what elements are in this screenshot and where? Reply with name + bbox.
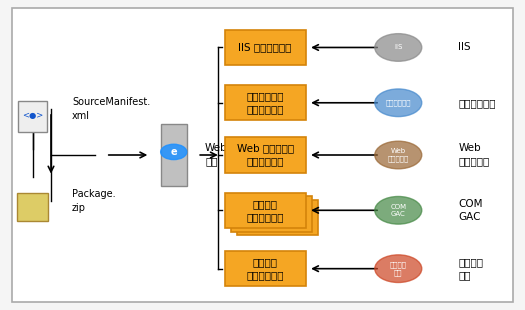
Text: Web コンテンツ
プロバイダー: Web コンテンツ プロバイダー [237,144,293,166]
Text: IIS: IIS [394,44,403,51]
Text: カスタム
資産: カスタム 資産 [458,257,484,280]
Circle shape [375,34,422,61]
Text: IIS プロバイダー: IIS プロバイダー [238,42,292,52]
Text: Web
コンテンツ: Web コンテンツ [387,148,409,162]
Circle shape [375,197,422,224]
Text: COM
GAC: COM GAC [390,204,406,217]
Text: データベース: データベース [458,98,496,108]
FancyBboxPatch shape [225,85,306,121]
FancyBboxPatch shape [231,196,312,232]
Text: SourceManifest.
xml: SourceManifest. xml [72,97,150,121]
Circle shape [375,255,422,282]
FancyBboxPatch shape [225,30,306,65]
Text: データベース: データベース [385,100,411,106]
Text: Web
コンテンツ: Web コンテンツ [458,144,490,166]
Text: Web
配置: Web 配置 [205,144,228,166]
Text: IIS: IIS [458,42,471,52]
FancyBboxPatch shape [17,193,48,221]
Text: カスタム
資産: カスタム 資産 [390,261,407,276]
Text: COM
GAC: COM GAC [458,199,483,222]
FancyBboxPatch shape [18,101,47,132]
FancyBboxPatch shape [12,7,513,303]
FancyBboxPatch shape [237,200,318,235]
Text: その他の
プロバイダー: その他の プロバイダー [246,199,284,222]
FancyBboxPatch shape [225,251,306,286]
Text: カスタム
プロバイダー: カスタム プロバイダー [246,257,284,280]
Circle shape [375,89,422,117]
FancyBboxPatch shape [161,124,187,186]
Text: <●>: <●> [22,111,44,120]
Text: データベース
プロバイダー: データベース プロバイダー [246,91,284,114]
Text: Package.
zip: Package. zip [72,189,116,213]
Text: e: e [171,147,177,157]
Circle shape [375,141,422,169]
FancyBboxPatch shape [225,137,306,173]
Circle shape [161,144,187,160]
FancyBboxPatch shape [225,193,306,228]
